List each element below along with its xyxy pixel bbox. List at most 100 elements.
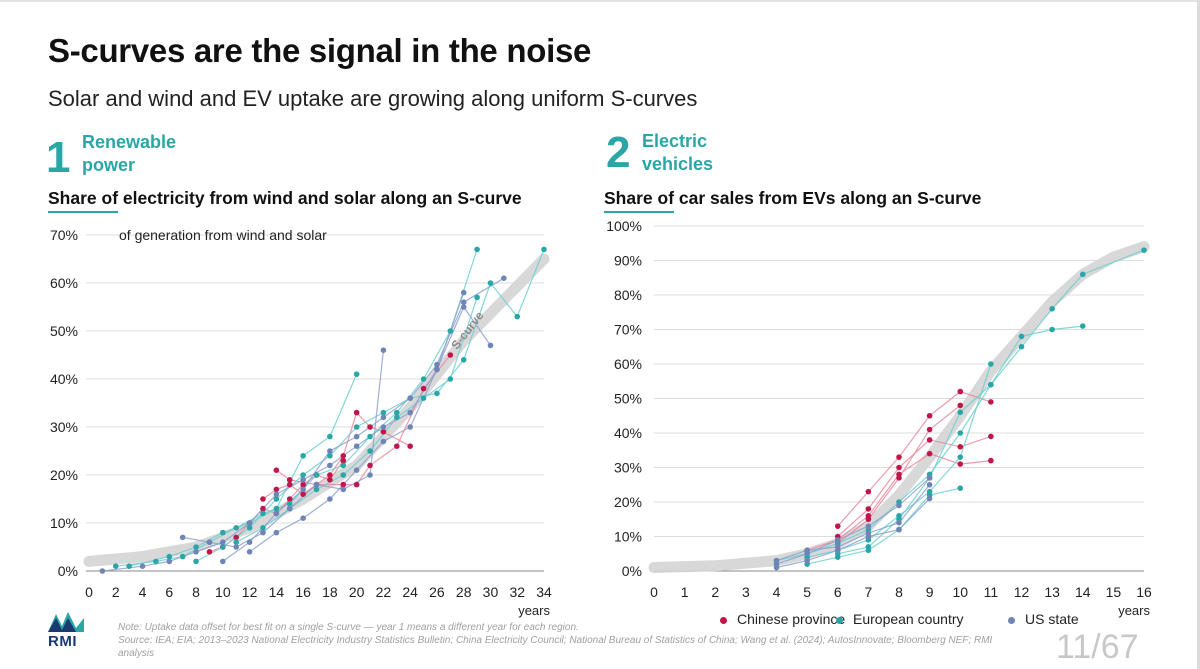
data-point: [773, 557, 780, 564]
y-tick-label: 60%: [50, 275, 78, 291]
data-point: [393, 409, 400, 416]
data-point: [1079, 271, 1086, 278]
data-point: [957, 402, 964, 409]
data-point: [380, 424, 387, 430]
x-tick-label: 0: [650, 584, 658, 600]
data-point: [220, 529, 226, 536]
data-point: [300, 515, 306, 521]
data-point: [286, 496, 293, 502]
data-point: [126, 563, 132, 569]
data-point: [926, 495, 933, 502]
x-tick-label: 12: [1014, 584, 1030, 600]
data-point: [865, 547, 872, 554]
data-point: [233, 525, 240, 531]
data-point: [460, 299, 467, 306]
data-point: [957, 485, 964, 492]
data-point: [313, 481, 320, 488]
legend-european-swatch: [836, 616, 843, 624]
data-point: [1018, 333, 1025, 340]
y-tick-label: 50%: [50, 323, 78, 339]
x-tick-label: 28: [456, 584, 472, 600]
data-point: [393, 414, 400, 421]
data-point: [340, 457, 347, 464]
y-tick-label: 30%: [50, 419, 78, 435]
data-point: [380, 409, 387, 416]
legend-chinese-label: Chinese province: [737, 611, 846, 627]
data-point: [460, 357, 467, 363]
series-line: [195, 249, 545, 562]
x-tick-label: 7: [864, 584, 872, 600]
data-point: [273, 491, 280, 498]
data-point: [865, 506, 872, 512]
chart1-title-underline: [48, 211, 118, 213]
data-point: [407, 395, 413, 402]
legend-european: European country: [836, 611, 964, 627]
data-point: [393, 443, 400, 450]
data-point: [865, 488, 872, 495]
data-point: [1079, 323, 1086, 329]
data-point: [353, 467, 360, 474]
data-point: [487, 280, 494, 286]
x-tick-label: 16: [295, 584, 311, 600]
data-point: [327, 453, 333, 459]
data-point: [233, 534, 240, 541]
data-point: [926, 450, 933, 457]
data-point: [834, 537, 841, 543]
data-point: [220, 544, 226, 550]
y-tick-label: 10%: [50, 515, 78, 531]
x-tick-label: 15: [1106, 584, 1122, 600]
x-tick-label: 2: [112, 584, 120, 600]
data-point: [286, 481, 293, 488]
y-tick-label: 100%: [606, 218, 642, 234]
data-point: [193, 549, 199, 555]
x-tick-label: 6: [165, 584, 173, 600]
data-point: [327, 472, 333, 478]
data-point: [834, 547, 841, 554]
data-point: [179, 534, 186, 541]
x-tick-label: 30: [483, 584, 499, 600]
x-tick-label: 16: [1136, 584, 1152, 600]
y-tick-label: 0%: [622, 563, 642, 579]
data-point: [447, 328, 454, 334]
data-point: [139, 563, 146, 569]
data-point: [501, 275, 507, 282]
data-point: [300, 486, 306, 493]
data-point: [926, 475, 933, 481]
data-point: [420, 385, 427, 392]
data-point: [300, 491, 306, 498]
data-point: [988, 381, 994, 388]
y-tick-label: 70%: [50, 227, 78, 243]
legend-us: US state: [1008, 611, 1079, 627]
x-tick-label: 2: [711, 584, 719, 600]
data-point: [865, 523, 872, 529]
data-point: [273, 510, 280, 517]
x-tick-label: 14: [269, 584, 285, 600]
data-point: [1049, 306, 1055, 312]
data-point: [300, 481, 306, 488]
x-tick-label: 32: [509, 584, 525, 600]
data-point: [340, 462, 347, 469]
data-point: [313, 472, 320, 478]
data-point: [273, 505, 280, 512]
data-point: [957, 461, 964, 467]
data-point: [434, 366, 440, 373]
data-point: [541, 246, 547, 253]
data-point: [246, 539, 253, 545]
data-point: [380, 429, 387, 435]
data-point: [327, 477, 333, 483]
data-point: [260, 510, 266, 517]
x-tick-label: 3: [742, 584, 750, 600]
x-tick-label: 24: [402, 584, 418, 600]
y-tick-label: 90%: [614, 253, 642, 269]
data-point: [286, 477, 293, 483]
data-point: [380, 347, 387, 354]
x-tick-label: 8: [192, 584, 200, 600]
x-tick-label: 12: [242, 584, 258, 600]
x-tick-label: 8: [895, 584, 903, 600]
series-line: [837, 390, 992, 527]
data-point: [380, 414, 387, 421]
rmi-logo-text: RMI: [48, 633, 77, 650]
y-tick-label: 30%: [614, 460, 642, 476]
x-tick-label: 0: [85, 584, 93, 600]
data-point: [407, 409, 413, 416]
